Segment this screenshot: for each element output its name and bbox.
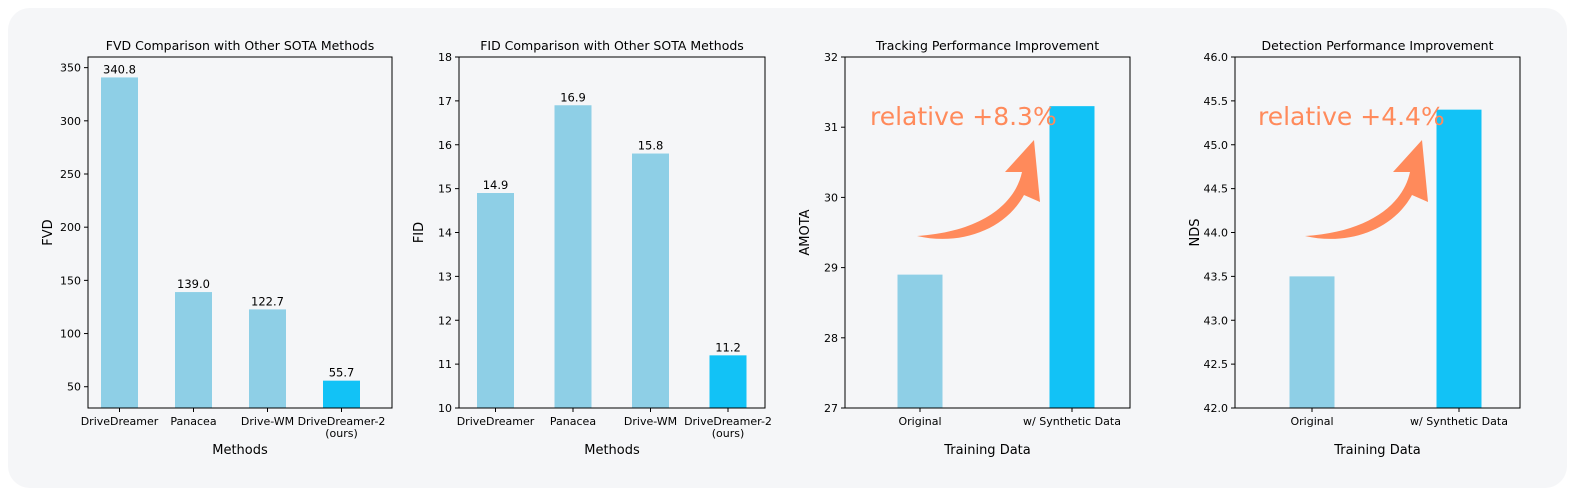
y-tick-label: 45.0 (1204, 139, 1229, 152)
y-tick-label: 44.0 (1204, 227, 1229, 240)
data-label: 55.7 (329, 366, 355, 380)
y-tick-label: 27 (824, 402, 838, 415)
bar-3 (249, 309, 286, 408)
data-label: 14.9 (483, 178, 509, 192)
x-tick-label: Panacea (550, 415, 596, 428)
improvement-annotation: relative +4.4% (1258, 102, 1445, 131)
x-tick-label: w/ Synthetic Data (1410, 415, 1508, 428)
y-tick-label: 11 (438, 358, 452, 371)
x-tick-label: w/ Synthetic Data (1023, 415, 1121, 428)
y-tick-label: 42.0 (1204, 402, 1229, 415)
chart-title: Tracking Performance Improvement (875, 38, 1099, 53)
y-tick-label: 50 (67, 381, 81, 394)
y-tick-label: 250 (60, 168, 81, 181)
x-tick-label: Panacea (170, 415, 216, 428)
chart-1: 340.8 DriveDreamer 139.0 Panacea 122.7 Drive-… (41, 38, 393, 458)
bar-1 (477, 193, 514, 408)
data-label: 139.0 (177, 277, 210, 291)
y-tick-label: 32 (824, 51, 838, 64)
x-axis-label: Methods (584, 443, 640, 458)
bar-3 (632, 153, 669, 408)
y-tick-label: 300 (60, 115, 81, 128)
y-tick-label: 43.5 (1204, 270, 1229, 283)
y-axis-label: AMOTA (798, 209, 813, 255)
y-tick-label: 12 (438, 314, 452, 327)
y-tick-label: 31 (824, 121, 838, 134)
bar-4 (323, 380, 360, 408)
y-axis-label: NDS (1188, 219, 1203, 247)
y-tick-label: 30 (824, 191, 838, 204)
bar-2 (1436, 109, 1482, 409)
data-label: 11.2 (715, 340, 741, 354)
chart-title: Detection Performance Improvement (1262, 38, 1494, 53)
y-tick-label: 46.0 (1204, 51, 1229, 64)
y-tick-label: 100 (60, 328, 81, 341)
y-tick-label: 15 (438, 183, 452, 196)
improvement-annotation: relative +8.3% (870, 102, 1057, 131)
x-axis-label: Methods (212, 443, 268, 458)
x-tick-label: (ours) (712, 427, 745, 440)
y-tick-label: 45.5 (1204, 95, 1229, 108)
x-tick-label: Drive-WM (241, 415, 294, 428)
bar-1 (897, 274, 943, 408)
chart-4: Original w/ Synthetic Data 42.0 42.5 43.0 43.… (1188, 38, 1521, 458)
x-tick-label: DriveDreamer-2 (298, 415, 386, 428)
chart-title: FID Comparison with Other SOTA Methods (480, 38, 744, 53)
y-axis-label: FVD (41, 219, 56, 245)
x-tick-label: Original (1290, 415, 1333, 428)
y-tick-label: 16 (438, 139, 452, 152)
x-tick-label: DriveDreamer-2 (684, 415, 772, 428)
data-label: 122.7 (251, 294, 284, 308)
data-label: 16.9 (560, 90, 586, 104)
y-tick-label: 43.0 (1204, 314, 1229, 327)
y-tick-label: 13 (438, 270, 452, 283)
bar-4 (709, 355, 747, 408)
y-tick-label: 17 (438, 95, 452, 108)
x-tick-label: DriveDreamer (457, 415, 535, 428)
y-tick-label: 150 (60, 274, 81, 287)
bar-1 (101, 77, 138, 409)
y-tick-label: 350 (60, 62, 81, 75)
data-label: 15.8 (638, 139, 664, 153)
x-axis-label: Training Data (943, 443, 1030, 458)
y-tick-label: 28 (824, 332, 838, 345)
y-tick-label: 10 (438, 402, 452, 415)
x-tick-label: Original (898, 415, 941, 428)
arrow-icon (917, 140, 1040, 239)
chart-title: FVD Comparison with Other SOTA Methods (106, 38, 374, 53)
y-tick-label: 14 (438, 227, 452, 240)
plot-frame (844, 56, 1131, 409)
data-label: 340.8 (103, 62, 136, 76)
y-tick-label: 29 (824, 262, 838, 275)
chart-3: Original w/ Synthetic Data 27 28 29 30 31 32 Tra… (798, 38, 1131, 458)
x-tick-label: DriveDreamer (81, 415, 159, 428)
arrow-icon (1305, 140, 1428, 239)
x-tick-label: Drive-WM (624, 415, 677, 428)
bar-2 (554, 105, 592, 408)
y-tick-label: 44.5 (1204, 183, 1229, 196)
y-tick-label: 42.5 (1204, 358, 1229, 371)
bar-2 (175, 292, 212, 408)
bar-1 (1289, 276, 1335, 408)
bar-2 (1049, 106, 1095, 408)
x-tick-label: (ours) (325, 427, 358, 440)
plot-frame (87, 56, 393, 409)
y-axis-label: FID (412, 222, 427, 243)
y-tick-label: 18 (438, 51, 452, 64)
chart-2: 14.9 DriveDreamer 16.9 Panacea 15.8 Drive-WM 1… (412, 38, 772, 458)
y-tick-label: 200 (60, 221, 81, 234)
x-axis-label: Training Data (1333, 443, 1420, 458)
